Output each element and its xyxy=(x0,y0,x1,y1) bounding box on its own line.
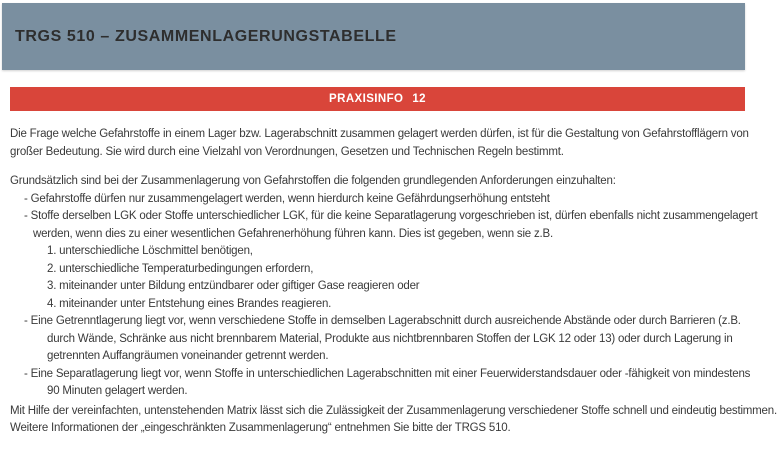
text-line: 3. miteinander unter Bildung entzündbare… xyxy=(47,280,420,292)
requirements-section: Grundsätzlich sind bei der Zusammenlager… xyxy=(10,173,770,401)
text-line: getrennten Auffangräumen voneinander get… xyxy=(47,350,329,362)
text-line: - Eine Separatlagerung liegt vor, wenn S… xyxy=(24,367,751,380)
text-line: - Eine Getrenntlagerung liegt vor, wenn … xyxy=(24,315,741,327)
text-line: Mit Hilfe der vereinfachten, untenstehen… xyxy=(10,404,777,417)
body-text: Die Frage welche Gefahrstoffe in einem L… xyxy=(10,126,777,438)
page-title: TRGS 510 – ZUSAMMENLAGERUNGSTABELLE xyxy=(15,27,397,45)
text-line: großer Bedeutung. Sie wird durch eine Vi… xyxy=(10,145,564,158)
intro-paragraph: Die Frage welche Gefahrstoffe in einem L… xyxy=(10,126,770,161)
text-line: Die Frage welche Gefahrstoffe in einem L… xyxy=(10,128,749,140)
text-line: Weitere Informationen der „eingeschränkt… xyxy=(10,422,511,434)
praxisinfo-banner: PRAXISINFO 12 xyxy=(10,87,745,111)
text-line: - Stoffe derselben LGK oder Stoffe unter… xyxy=(24,210,758,222)
text-line: werden, wenn dies zu einer wesentlichen … xyxy=(33,227,553,240)
text-line: 4. miteinander unter Entstehung eines Br… xyxy=(47,297,332,310)
closing-paragraph: Mit Hilfe der vereinfachten, untenstehen… xyxy=(10,403,777,438)
text-line: durch Wände, Schränke aus nicht brennbar… xyxy=(47,332,733,345)
text-line: - Gefahrstoffe dürfen nur zusammengelage… xyxy=(24,192,550,205)
text-line: Grundsätzlich sind bei der Zusammenlager… xyxy=(10,175,616,187)
text-line: 90 Minuten gelagert werden. xyxy=(47,385,188,397)
praxisinfo-number: 12 xyxy=(412,93,426,105)
praxisinfo-label: PRAXISINFO xyxy=(329,93,404,105)
header-bar: TRGS 510 – ZUSAMMENLAGERUNGSTABELLE xyxy=(2,3,745,70)
text-line: 1. unterschiedliche Löschmittel benötige… xyxy=(47,245,253,257)
text-line: 2. unterschiedliche Temperaturbedingunge… xyxy=(47,262,314,275)
